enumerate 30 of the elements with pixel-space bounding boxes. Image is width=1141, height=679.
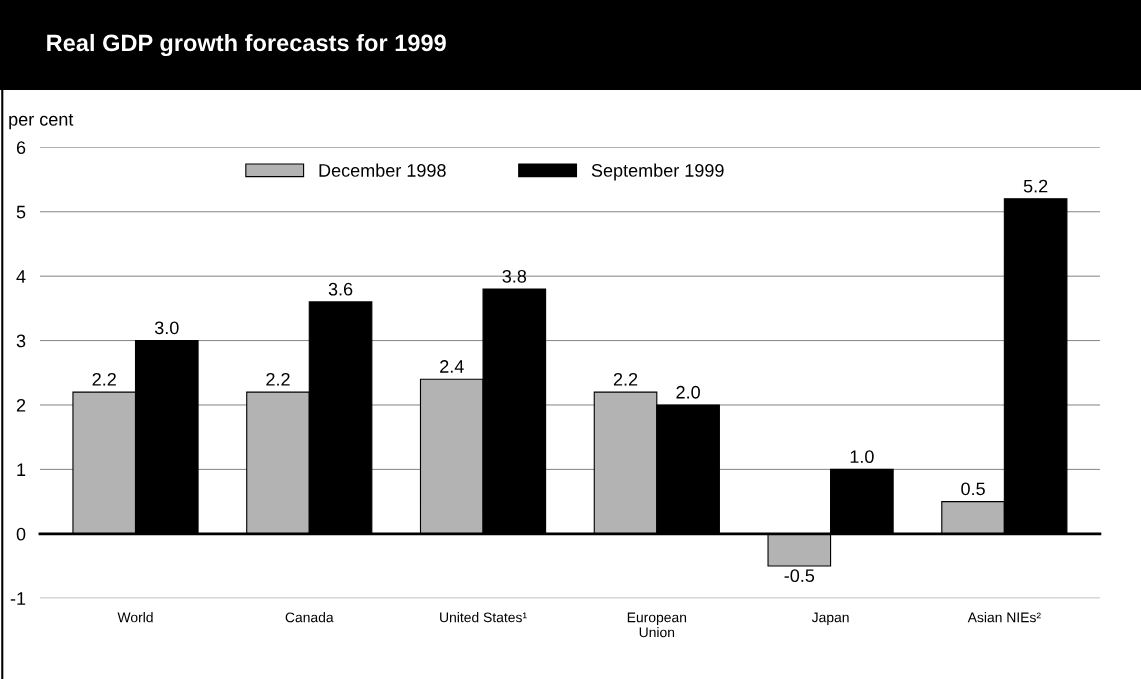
y-tick-label: 3 <box>16 334 26 348</box>
y-tick-label: 1 <box>17 463 26 476</box>
data-label: 5.2 <box>1023 179 1048 193</box>
data-label: 2.4 <box>440 360 464 373</box>
x-tick-label: Canada <box>285 612 334 623</box>
data-label: 3.8 <box>502 269 527 283</box>
x-tick-label: Japan <box>811 612 849 626</box>
data-label: 2.2 <box>92 372 116 386</box>
x-tick-label: European Union <box>627 612 687 638</box>
x-tick-label: Asian NIEs² <box>967 612 1041 623</box>
y-tick-label: 5 <box>16 205 26 219</box>
chart-title: Real GDP growth forecasts for 1999 <box>47 33 446 57</box>
x-tick-label: United States¹ <box>440 612 527 623</box>
y-axis-title: per cent <box>9 113 74 130</box>
data-label: 2.2 <box>613 372 638 386</box>
data-label: 3.6 <box>328 282 353 296</box>
legend-label: December 1998 <box>319 163 446 177</box>
data-label: 0.5 <box>961 482 985 496</box>
data-label: -0.5 <box>784 569 815 583</box>
y-tick-label: 2 <box>16 398 26 412</box>
y-tick-label: 4 <box>16 270 26 283</box>
data-label: 2.2 <box>266 372 290 386</box>
data-label: 1.0 <box>850 450 874 464</box>
data-label: 2.0 <box>676 385 700 399</box>
data-label: 3.0 <box>154 321 179 335</box>
legend-label: September 1999 <box>591 163 724 181</box>
y-tick-label: 0 <box>16 527 26 541</box>
x-tick-label: World <box>117 612 153 623</box>
y-tick-label: -1 <box>10 592 26 605</box>
y-tick-label: 6 <box>16 141 26 155</box>
